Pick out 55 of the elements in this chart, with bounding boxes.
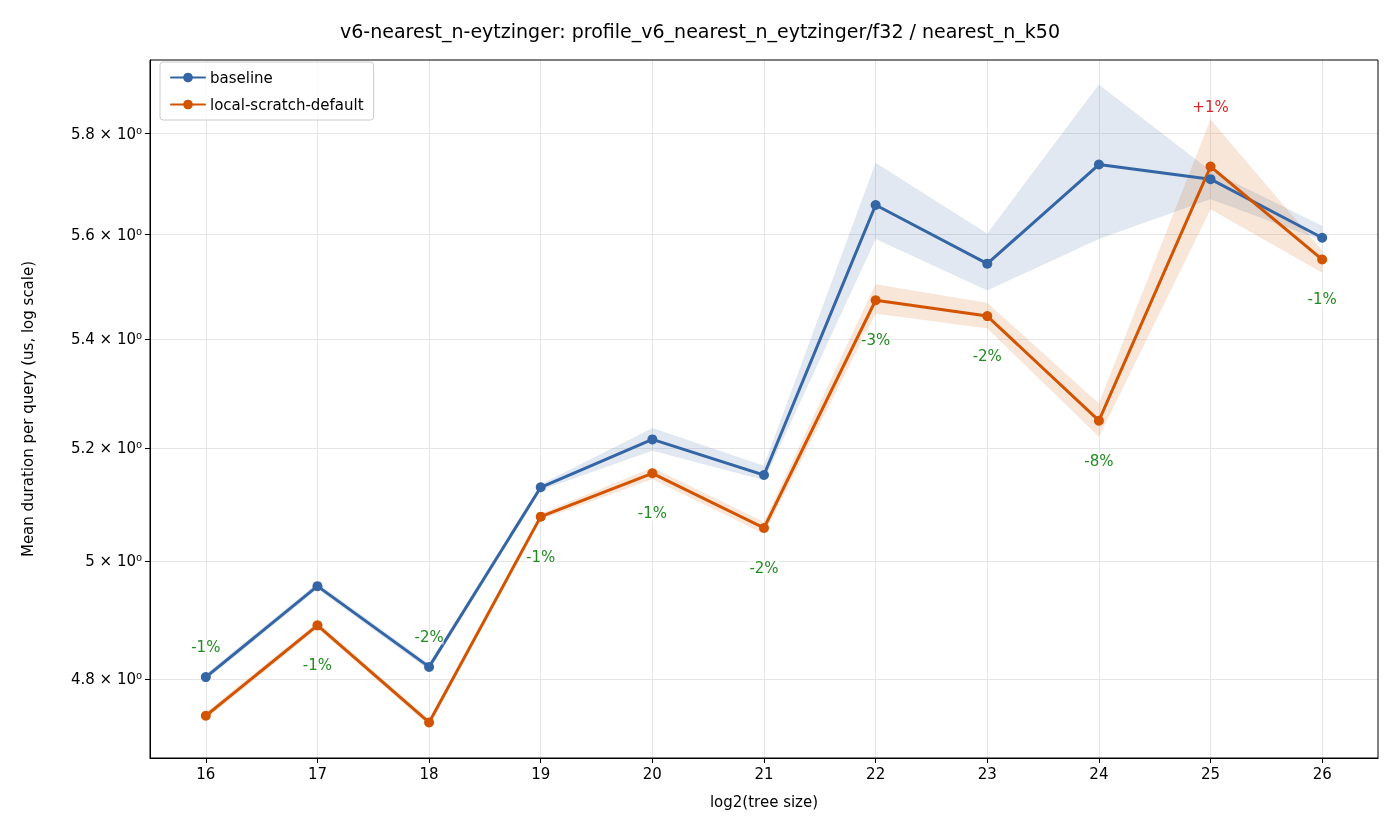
x-tick-label: 20 xyxy=(642,764,662,783)
point xyxy=(200,672,211,683)
annotation: -2% xyxy=(414,627,444,646)
y-tick-label: 5 × 10⁰ xyxy=(85,552,142,571)
annotation: -1% xyxy=(637,504,667,523)
x-axis-title: log2(tree size) xyxy=(709,792,819,811)
y-tick-label: 5.2 × 10⁰ xyxy=(70,439,142,458)
point xyxy=(870,200,881,210)
annotation: +1% xyxy=(1192,97,1229,116)
x-tick-label: 18 xyxy=(419,764,439,783)
point xyxy=(1205,174,1216,185)
point xyxy=(535,482,546,493)
point xyxy=(312,620,323,631)
y-tick-label: 5.6 × 10⁰ xyxy=(70,225,142,244)
point xyxy=(424,661,435,672)
x-tick-label: 25 xyxy=(1201,764,1221,783)
point xyxy=(982,258,993,269)
x-tick-label: 19 xyxy=(531,764,551,783)
x-tick-label: 16 xyxy=(196,764,216,783)
y-tick-label: 5.4 × 10⁰ xyxy=(70,330,142,349)
y-tick-label: 4.8 × 10⁰ xyxy=(70,669,142,688)
point xyxy=(1205,161,1216,172)
annotation: -1% xyxy=(526,547,556,566)
x-tick-label: 22 xyxy=(866,764,886,783)
y-axis-title: Mean duration per query (us, log scale) xyxy=(18,260,37,558)
legend-label: local-scratch-default xyxy=(210,95,364,114)
point xyxy=(759,523,769,534)
point xyxy=(982,311,993,322)
x-tick-label: 23 xyxy=(977,764,997,783)
point xyxy=(200,710,211,721)
point xyxy=(1317,232,1328,243)
annotation: -8% xyxy=(1084,451,1114,470)
point xyxy=(759,469,769,480)
point xyxy=(1093,415,1104,426)
x-tick-label: 17 xyxy=(307,764,327,783)
point xyxy=(1093,159,1104,170)
annotation: -1% xyxy=(302,656,333,675)
point xyxy=(424,717,435,728)
annotation: -2% xyxy=(972,347,1002,366)
annotation: -1% xyxy=(1307,290,1337,309)
y-tick-label: 5.8 × 10⁰ xyxy=(70,124,142,143)
point xyxy=(870,295,881,306)
point xyxy=(312,581,323,592)
point xyxy=(535,511,546,522)
point xyxy=(647,434,658,445)
legend-label: baseline xyxy=(210,68,273,87)
annotation: -2% xyxy=(749,559,779,578)
x-tick-label: 21 xyxy=(754,764,774,783)
point xyxy=(647,468,658,479)
annotation: -3% xyxy=(861,331,891,350)
chart-title: v6-nearest_n-eytzinger: profile_v6_nearest_n_eytzinger/f32 / nearest_n_k50 xyxy=(340,19,1060,43)
point xyxy=(1317,254,1328,265)
annotation: -1% xyxy=(191,638,221,657)
x-tick-label: 24 xyxy=(1089,764,1109,783)
x-tick-label: 26 xyxy=(1312,764,1332,783)
